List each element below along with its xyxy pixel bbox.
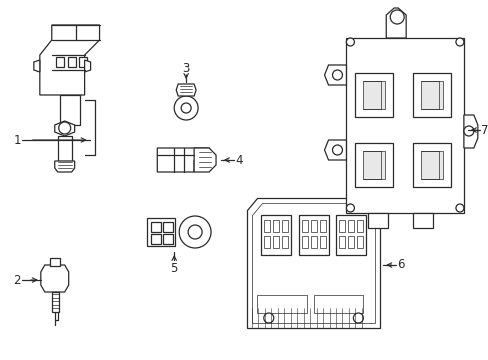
Text: 3: 3 [182,62,189,75]
Polygon shape [176,84,196,96]
Circle shape [389,10,404,24]
Polygon shape [55,121,75,136]
Circle shape [174,96,198,120]
Circle shape [332,145,342,155]
Circle shape [455,38,463,46]
Bar [50,258,60,266]
Text: 2: 2 [13,274,20,287]
Bar [357,220,363,232]
Circle shape [455,204,463,212]
Bar [256,295,306,313]
Bar [58,136,72,161]
Bar [412,73,450,117]
Text: 5: 5 [170,261,178,274]
Bar [151,234,161,244]
Polygon shape [157,148,214,172]
Bar [319,236,325,248]
Bar [263,220,269,232]
Polygon shape [84,60,90,72]
Polygon shape [324,65,346,85]
Bar [281,220,287,232]
Circle shape [353,313,363,323]
Polygon shape [55,161,75,172]
Bar [56,57,63,67]
Circle shape [181,103,191,113]
Bar [281,236,287,248]
Polygon shape [412,213,432,228]
Bar [339,236,345,248]
Polygon shape [386,8,406,38]
Bar [339,220,345,232]
Polygon shape [367,213,387,228]
Circle shape [188,225,202,239]
Polygon shape [41,265,68,292]
Circle shape [179,216,211,248]
Bar [60,95,80,125]
Polygon shape [246,198,380,328]
Bar [263,236,269,248]
Polygon shape [40,25,100,95]
Bar [355,73,392,117]
Circle shape [332,70,342,80]
Bar [310,236,316,248]
Bar [336,215,366,255]
Polygon shape [463,115,477,148]
Bar [357,236,363,248]
Bar [301,220,307,232]
Bar [272,236,278,248]
Bar [301,236,307,248]
Bar [319,220,325,232]
Bar [79,57,86,67]
Text: 7: 7 [480,123,488,136]
Circle shape [59,122,71,134]
Text: 1: 1 [13,134,20,147]
Bar [412,143,450,187]
Bar [310,220,316,232]
Circle shape [263,313,273,323]
Bar [67,57,76,67]
Circle shape [346,204,354,212]
Bar [348,220,354,232]
Bar [163,222,173,232]
Bar [272,220,278,232]
Bar [52,292,59,312]
Text: 6: 6 [397,258,404,271]
Polygon shape [324,140,346,160]
Polygon shape [34,60,40,72]
Bar [420,151,442,179]
Bar [260,215,290,255]
Polygon shape [251,203,374,323]
Bar [420,81,442,109]
Circle shape [346,38,354,46]
Bar [355,143,392,187]
Bar [363,81,385,109]
Circle shape [463,126,473,136]
Text: 4: 4 [235,153,242,166]
Bar [163,234,173,244]
Bar [313,295,363,313]
Bar [147,218,175,246]
Bar [363,151,385,179]
Bar [346,38,463,213]
Polygon shape [194,148,216,172]
Bar [348,236,354,248]
Bar [298,215,328,255]
Bar [151,222,161,232]
